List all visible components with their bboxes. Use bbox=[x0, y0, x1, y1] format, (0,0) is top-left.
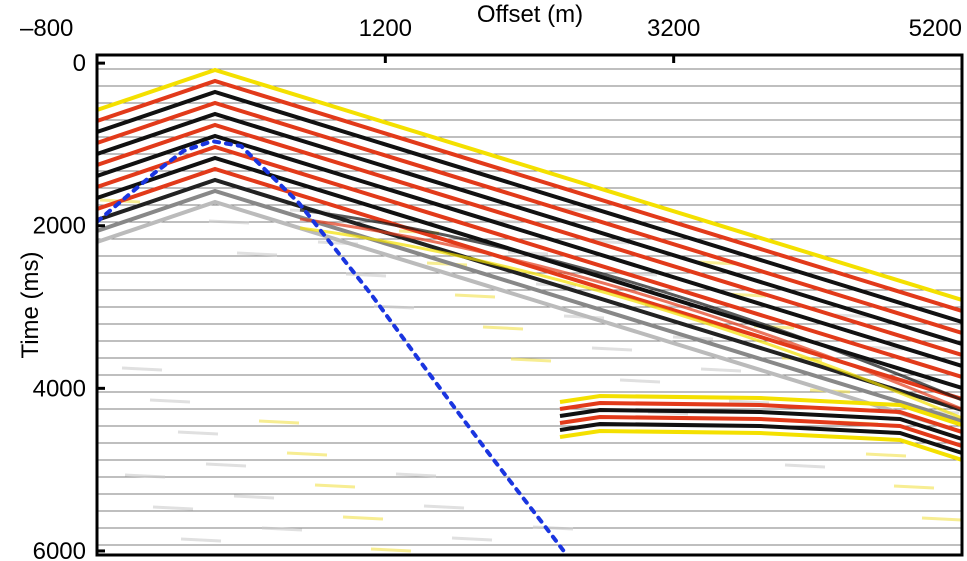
y-tick-label: 6000 bbox=[33, 538, 86, 561]
reflection bbox=[559, 428, 962, 462]
plot-area bbox=[97, 139, 568, 555]
noise bbox=[152, 505, 194, 511]
noise bbox=[619, 378, 661, 384]
noise bbox=[205, 462, 247, 468]
noise bbox=[258, 419, 300, 425]
direct-wave bbox=[97, 133, 962, 368]
noise bbox=[921, 516, 962, 522]
noise bbox=[124, 473, 166, 479]
x-axis-label: Offset (m) bbox=[477, 1, 583, 28]
direct-wave bbox=[97, 89, 962, 324]
noise bbox=[233, 494, 275, 500]
noise bbox=[236, 251, 278, 257]
refraction bbox=[299, 208, 962, 402]
reflection bbox=[559, 407, 962, 441]
direct-wave bbox=[97, 111, 962, 346]
x-tick-label: 5200 bbox=[909, 15, 962, 42]
noise bbox=[180, 537, 222, 543]
noise bbox=[208, 219, 250, 225]
noise bbox=[261, 526, 303, 532]
noise bbox=[482, 325, 524, 331]
noise bbox=[177, 430, 219, 436]
noise bbox=[865, 452, 907, 458]
reflection bbox=[559, 393, 962, 427]
noise bbox=[700, 367, 742, 373]
noise bbox=[370, 547, 412, 553]
direct-wave bbox=[97, 78, 962, 313]
noise bbox=[893, 484, 935, 490]
dotted-curve bbox=[97, 139, 568, 555]
refraction bbox=[299, 217, 962, 411]
noise bbox=[149, 398, 191, 404]
y-tick-label: 0 bbox=[73, 50, 86, 77]
noise bbox=[728, 399, 770, 405]
direct-wave bbox=[97, 144, 962, 379]
noise bbox=[454, 293, 496, 299]
direct-wave bbox=[97, 155, 962, 390]
direct-wave bbox=[97, 122, 962, 357]
noise bbox=[423, 504, 465, 510]
y-tick-label: 2000 bbox=[33, 213, 86, 240]
noise bbox=[451, 536, 493, 542]
direct-wave bbox=[97, 100, 962, 335]
noise bbox=[286, 451, 328, 457]
direct-wave bbox=[97, 166, 962, 401]
y-tick-label: 4000 bbox=[33, 375, 86, 402]
noise bbox=[342, 515, 384, 521]
noise bbox=[510, 357, 552, 363]
direct-wave bbox=[97, 188, 962, 423]
noise bbox=[591, 346, 633, 352]
direct-wave bbox=[97, 199, 962, 434]
x-tick-label: –800 bbox=[20, 15, 73, 42]
refraction bbox=[299, 226, 962, 420]
reflection bbox=[559, 414, 962, 448]
direct-wave bbox=[97, 177, 962, 412]
reflection bbox=[559, 400, 962, 434]
noise bbox=[532, 525, 574, 531]
seismic-gather bbox=[97, 67, 962, 553]
noise bbox=[395, 472, 437, 478]
noise bbox=[345, 272, 387, 278]
noise bbox=[121, 366, 163, 372]
y-axis-label: Time (ms) bbox=[17, 251, 44, 358]
x-tick-label: 1200 bbox=[359, 15, 412, 42]
noise bbox=[314, 483, 356, 489]
reflection bbox=[559, 421, 962, 455]
direct-wave bbox=[97, 67, 962, 302]
frame bbox=[95, 53, 964, 557]
noise bbox=[784, 463, 826, 469]
x-tick-label: 3200 bbox=[647, 15, 700, 42]
